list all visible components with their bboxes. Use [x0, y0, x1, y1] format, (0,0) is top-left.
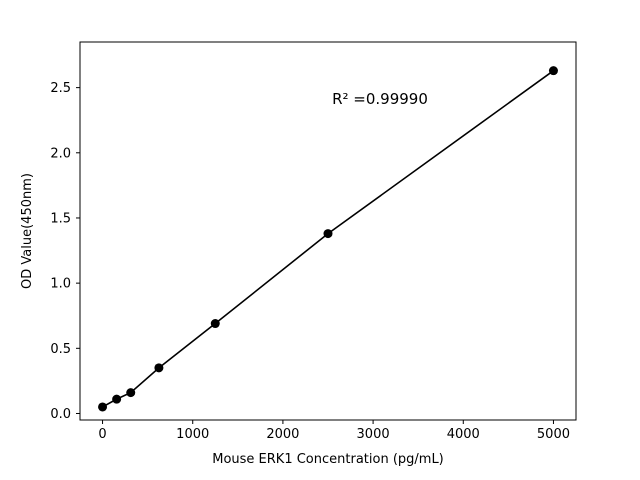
y-tick-label: 1.0: [50, 277, 71, 292]
data-point: [126, 388, 136, 398]
data-point: [98, 402, 108, 412]
x-tick-label: 4000: [447, 427, 480, 442]
x-tick-label: 0: [98, 427, 106, 442]
y-tick-label: 1.5: [50, 211, 71, 226]
data-point: [154, 363, 164, 373]
y-tick-label: 2.5: [50, 81, 71, 96]
plot-border: [79, 41, 577, 421]
x-axis-label: Mouse ERK1 Concentration (pg/mL): [212, 452, 444, 467]
r-squared-annotation: R² =0.99990: [332, 90, 428, 108]
y-tick-label: 0.0: [50, 407, 71, 422]
fit-line: [102, 70, 554, 408]
y-tick-label: 2.0: [50, 146, 71, 161]
data-point: [210, 319, 220, 329]
x-tick-label: 2000: [266, 427, 299, 442]
data-point: [323, 229, 333, 239]
x-tick-label: 3000: [357, 427, 390, 442]
x-tick-label: 5000: [537, 427, 570, 442]
plot-area: 0 1000 2000 3000 4000 5000 0.0 0.5 1.0 1.5 2.0 2.5: [50, 41, 577, 442]
data-point: [548, 66, 558, 76]
data-point: [112, 394, 122, 404]
x-tick-label: 1000: [176, 427, 209, 442]
y-axis-label: OD Value(450nm): [20, 173, 35, 289]
y-tick-label: 0.5: [50, 342, 71, 357]
